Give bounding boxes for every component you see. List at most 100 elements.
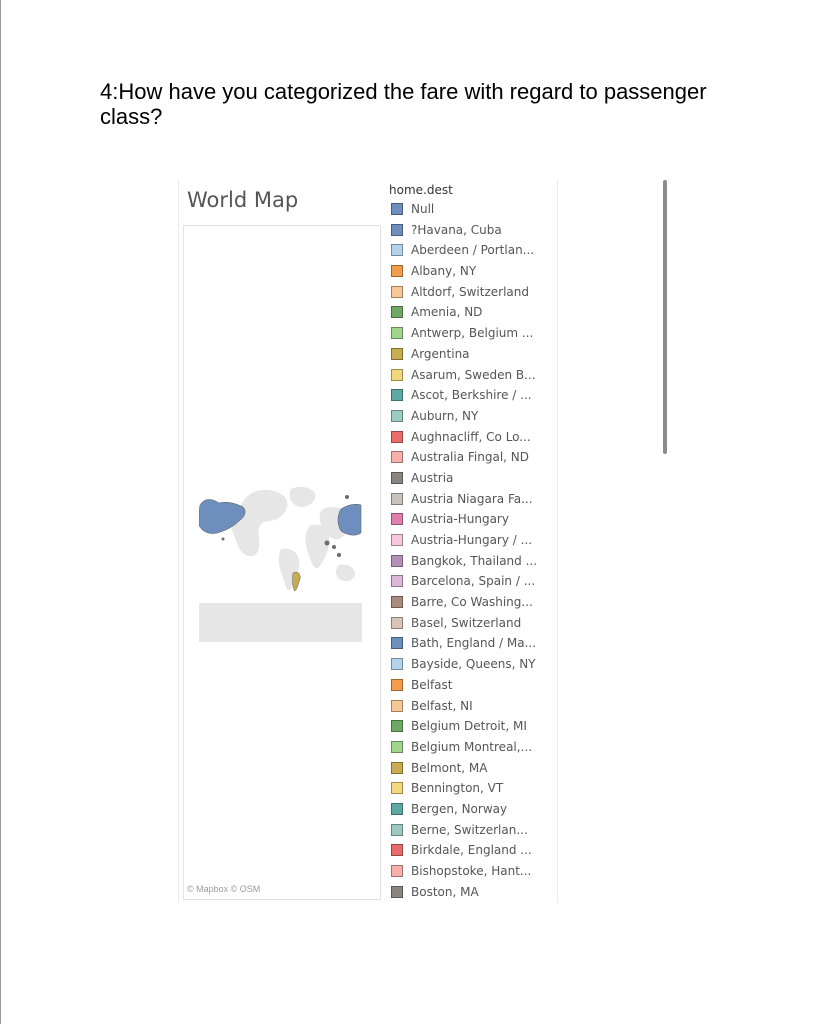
legend-swatch xyxy=(391,678,403,691)
legend-swatch xyxy=(391,368,403,381)
legend-item[interactable]: Argentina xyxy=(391,347,551,368)
legend-item[interactable]: Belfast xyxy=(391,678,551,699)
legend-swatch xyxy=(391,451,403,464)
legend-label: Auburn, NY xyxy=(411,408,479,423)
legend-label: Null xyxy=(411,202,435,216)
legend-swatch xyxy=(391,327,403,340)
legend-swatch xyxy=(391,720,403,733)
legend-label: Austria Niagara Fa... xyxy=(411,491,533,506)
legend-item[interactable]: Bennington, VT xyxy=(391,781,551,802)
legend-item[interactable]: Null xyxy=(391,202,551,223)
legend-item[interactable]: Ascot, Berkshire / ... xyxy=(391,388,551,409)
legend-scrollbar[interactable] xyxy=(663,180,667,454)
legend-swatch xyxy=(391,265,403,278)
legend-swatch xyxy=(391,306,403,319)
legend-swatch xyxy=(391,637,403,650)
legend-swatch xyxy=(391,554,403,567)
legend-label: Albany, NY xyxy=(411,264,477,279)
legend-item[interactable]: Albany, NY xyxy=(391,264,551,285)
legend-item[interactable]: Bayside, Queens, NY xyxy=(391,657,551,678)
legend-swatch xyxy=(391,823,403,836)
legend-item[interactable]: ?Havana, Cuba xyxy=(391,223,551,244)
legend-label: Austria-Hungary / ... xyxy=(411,533,533,547)
legend-swatch xyxy=(391,471,403,484)
legend-item[interactable]: Antwerp, Belgium ... xyxy=(391,326,551,347)
legend-label: Bennington, VT xyxy=(411,781,504,796)
legend-swatch xyxy=(391,223,403,236)
legend-label: Berne, Switzerlan... xyxy=(411,822,528,837)
legend-label: Altdorf, Switzerland xyxy=(411,284,529,299)
legend-label: Ascot, Berkshire / ... xyxy=(411,388,532,403)
map-land-greenland xyxy=(289,486,316,507)
legend-swatch xyxy=(391,740,403,753)
legend-item[interactable]: Austria-Hungary / ... xyxy=(391,533,551,554)
legend-swatch xyxy=(391,596,403,609)
legend-item[interactable]: Bangkok, Thailand ... xyxy=(391,554,551,575)
legend-item[interactable]: Birkdale, England ... xyxy=(391,843,551,864)
legend-item[interactable]: Berne, Switzerlan... xyxy=(391,823,551,844)
legend-list: Null ?Havana, Cuba Aberdeen / Portlan...… xyxy=(391,202,551,905)
map-russia-west xyxy=(199,499,246,534)
legend-swatch xyxy=(391,409,403,422)
legend-label: Boston, MA xyxy=(411,884,479,899)
legend-swatch xyxy=(391,658,403,671)
legend-label: Australia Fingal, ND xyxy=(411,450,530,465)
legend-item[interactable]: Aughnacliff, Co Lo... xyxy=(391,430,551,451)
legend-item[interactable]: Belmont, MA xyxy=(391,761,551,782)
legend-label: Austria xyxy=(411,470,454,485)
legend-item[interactable]: Boston, MA xyxy=(391,885,551,906)
map-russia-east xyxy=(337,503,362,536)
dashboard-panel xyxy=(178,179,558,903)
legend-swatch xyxy=(391,802,403,815)
legend-label: Aughnacliff, Co Lo... xyxy=(411,429,531,444)
legend-swatch xyxy=(391,347,403,360)
legend-item[interactable]: Austria-Hungary xyxy=(391,512,551,533)
legend-item[interactable]: Belgium Montreal,... xyxy=(391,740,551,761)
legend-swatch xyxy=(391,203,403,215)
world-map-shapes[interactable] xyxy=(199,485,362,642)
legend-label: Belgium Detroit, MI xyxy=(411,719,527,734)
legend-label: Barre, Co Washing... xyxy=(411,595,533,610)
legend-swatch xyxy=(391,616,403,629)
legend-swatch xyxy=(391,534,403,546)
legend-label: ?Havana, Cuba xyxy=(411,222,502,237)
legend-item[interactable]: Aberdeen / Portlan... xyxy=(391,243,551,264)
legend-swatch xyxy=(391,885,403,898)
legend-item[interactable]: Belfast, NI xyxy=(391,699,551,720)
legend-label: Bishopstoke, Hant... xyxy=(411,864,532,878)
legend-swatch xyxy=(391,285,403,298)
legend-swatch xyxy=(391,575,403,588)
legend-item[interactable]: Australia Fingal, ND xyxy=(391,450,551,471)
legend-label: Basel, Switzerland xyxy=(411,615,522,630)
legend-item[interactable]: Barcelona, Spain / ... xyxy=(391,574,551,595)
question-text: 4:How have you categorized the fare with… xyxy=(100,79,707,129)
legend-item[interactable]: Barre, Co Washing... xyxy=(391,595,551,616)
map-land-africa xyxy=(305,524,330,569)
legend-label: Bergen, Norway xyxy=(411,801,508,816)
legend-swatch xyxy=(391,430,403,443)
legend-label: Argentina xyxy=(411,346,470,361)
map-attribution[interactable]: © Mapbox © OSM xyxy=(187,884,261,894)
map-argentina xyxy=(292,572,301,592)
legend-label: Birkdale, England ... xyxy=(411,843,532,858)
legend-item[interactable]: Bergen, Norway xyxy=(391,802,551,823)
legend-label: Bayside, Queens, NY xyxy=(411,657,536,672)
page-left-border xyxy=(0,0,1,1024)
map-title: World Map xyxy=(187,188,299,212)
legend-item[interactable]: Altdorf, Switzerland xyxy=(391,285,551,306)
legend-label: Bath, England / Ma... xyxy=(411,636,537,651)
map-land-antarctica xyxy=(199,603,362,642)
legend-label: Asarum, Sweden B... xyxy=(411,367,536,382)
legend-swatch xyxy=(391,244,403,257)
legend-item[interactable]: Austria xyxy=(391,471,551,492)
legend-item[interactable]: Amenia, ND xyxy=(391,305,551,326)
legend-item[interactable]: Belgium Detroit, MI xyxy=(391,719,551,740)
legend-item[interactable]: Austria Niagara Fa... xyxy=(391,492,551,513)
legend-swatch xyxy=(391,699,403,712)
legend-item[interactable]: Bishopstoke, Hant... xyxy=(391,864,551,885)
legend-item[interactable]: Auburn, NY xyxy=(391,409,551,430)
legend-item[interactable]: Bath, England / Ma... xyxy=(391,636,551,657)
legend-item[interactable]: Asarum, Sweden B... xyxy=(391,368,551,389)
legend-item[interactable]: Basel, Switzerland xyxy=(391,616,551,637)
legend-label: Belfast, NI xyxy=(411,698,473,713)
